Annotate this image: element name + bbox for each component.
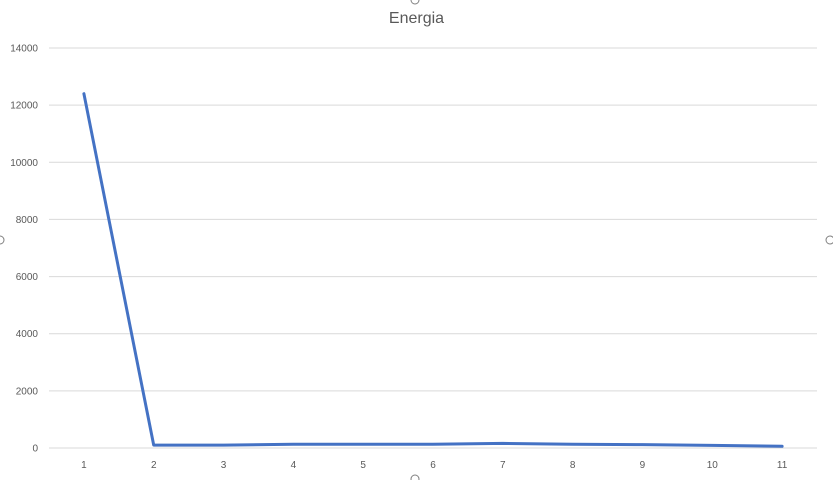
- x-tick-label: 3: [221, 460, 227, 471]
- chart-title: Energia: [388, 10, 445, 27]
- resize-handle[interactable]: [0, 235, 5, 245]
- x-tick-label: 5: [360, 460, 366, 471]
- series-line[interactable]: [82, 92, 784, 448]
- resize-handle[interactable]: [410, 474, 420, 480]
- x-tick-label: 6: [430, 460, 436, 471]
- x-tick-label: 9: [640, 460, 646, 471]
- y-axis-ticks: 0 2000 4000 6000 8000 10000 12000 14000: [10, 44, 38, 455]
- x-tick-label: 11: [777, 460, 788, 471]
- resize-handle[interactable]: [410, 0, 420, 5]
- y-tick-label: 2000: [16, 386, 39, 397]
- y-tick-label: 14000: [10, 44, 38, 55]
- series-layer: [82, 92, 784, 448]
- x-tick-label: 10: [707, 460, 719, 471]
- y-tick-label: 10000: [10, 158, 38, 169]
- y-tick-label: 6000: [16, 272, 39, 283]
- y-tick-label: 12000: [10, 101, 38, 112]
- y-tick-label: 0: [32, 444, 38, 455]
- gridlines: [49, 47, 817, 449]
- resize-handle[interactable]: [825, 235, 833, 245]
- x-axis-ticks: 1 2 3 4 5 6 7 8 9 10 11: [81, 460, 788, 471]
- y-tick-label: 4000: [16, 329, 39, 340]
- x-tick-label: 4: [291, 460, 297, 471]
- x-tick-label: 2: [151, 460, 157, 471]
- x-tick-label: 1: [81, 460, 87, 471]
- x-tick-label: 7: [500, 460, 506, 471]
- y-tick-label: 8000: [16, 215, 39, 226]
- x-tick-label: 8: [570, 460, 576, 471]
